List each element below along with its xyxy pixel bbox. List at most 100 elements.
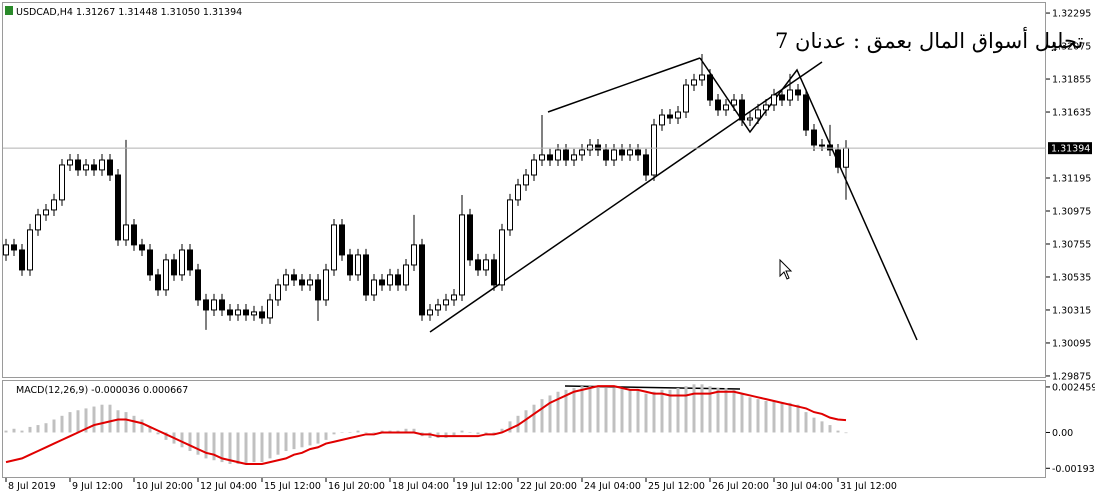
macd-bar — [356, 430, 360, 433]
candle-body — [579, 149, 585, 156]
y-tick-label: 1.31855 — [1052, 75, 1091, 86]
candle-body — [227, 309, 233, 316]
macd-bar — [316, 432, 320, 444]
macd-bar — [836, 430, 840, 433]
y-tick-label: 0.002459 — [1052, 382, 1095, 393]
x-tick-label: 22 Jul 20:00 — [520, 481, 577, 492]
macd-bar — [260, 432, 264, 463]
macd-bar — [132, 415, 136, 433]
candle-body — [3, 244, 9, 256]
macd-bar — [572, 388, 576, 433]
macd-bar — [4, 430, 8, 433]
candle-body — [67, 159, 73, 166]
candle-body — [483, 259, 489, 271]
candle-body — [459, 214, 465, 296]
candle-body — [731, 99, 737, 106]
cursor — [779, 258, 793, 280]
macd-bar — [628, 389, 632, 433]
candle-body — [723, 104, 729, 111]
x-tick-label: 31 Jul 12:00 — [840, 481, 897, 492]
macd-bar — [228, 432, 232, 464]
candle-body — [795, 89, 801, 96]
candle-body — [667, 114, 673, 119]
macd-bar — [556, 391, 560, 433]
candle-body — [835, 149, 841, 168]
x-tick-label: 10 Jul 20:00 — [136, 481, 193, 492]
candle-body — [435, 304, 441, 311]
macd-bar — [148, 426, 152, 433]
macd-bar — [796, 404, 800, 433]
macd-bar — [620, 388, 624, 433]
candle-body — [323, 269, 329, 301]
candle-body — [691, 79, 697, 86]
macd-bar — [700, 384, 704, 433]
candle-body — [739, 99, 745, 121]
candle-body — [259, 311, 265, 319]
macd-bar — [244, 432, 248, 464]
candle-body — [19, 249, 25, 271]
y-tick-label: 1.30315 — [1052, 305, 1091, 316]
macd-bar — [348, 432, 352, 433]
candle-body — [219, 299, 225, 311]
macd-bar — [268, 432, 272, 459]
candle-body — [243, 309, 249, 316]
candle-body — [291, 274, 297, 281]
macd-bar — [740, 393, 744, 433]
candle-body — [315, 279, 321, 301]
macd-bar — [788, 402, 792, 433]
candle-body — [307, 279, 313, 286]
candle-body — [603, 149, 609, 161]
price-tag-label: 1.31394 — [1051, 144, 1090, 155]
candle-body — [683, 84, 689, 113]
candle-body — [403, 264, 409, 286]
macd-bar — [460, 430, 464, 433]
chart-info: USDCAD,H4 1.31267 1.31448 1.31050 1.3139… — [16, 7, 242, 18]
macd-bar — [716, 388, 720, 433]
candle-body — [379, 279, 385, 286]
candle-body — [299, 279, 305, 286]
candle-body — [659, 114, 665, 126]
macd-bar — [12, 428, 16, 433]
macd-bar — [732, 389, 736, 433]
candle-body — [267, 299, 273, 319]
candle-body — [139, 244, 145, 251]
macd-info: MACD(12,26,9) -0.000036 0.000667 — [16, 385, 188, 396]
macd-bar — [524, 410, 528, 433]
macd-bar — [124, 412, 128, 433]
macd-bar — [364, 432, 368, 433]
y-tick-label: 1.30975 — [1052, 206, 1091, 217]
candle-body — [787, 89, 793, 101]
candle-body — [531, 159, 537, 176]
candle-body — [491, 259, 497, 286]
candle-body — [827, 144, 833, 151]
macd-bar — [20, 430, 24, 433]
macd-bar — [596, 386, 600, 433]
macd-bar — [372, 432, 376, 433]
macd-bar — [292, 432, 296, 450]
candle-body — [251, 311, 257, 316]
macd-bar — [156, 432, 160, 435]
candle-body — [339, 224, 345, 256]
macd-bar — [564, 389, 568, 433]
candle-body — [699, 74, 705, 81]
x-tick-label: 18 Jul 04:00 — [392, 481, 449, 492]
price-panel — [2, 2, 1046, 378]
macd-bar — [764, 400, 768, 433]
macd-bar — [180, 432, 184, 448]
macd-bar — [748, 397, 752, 433]
macd-bar — [548, 395, 552, 433]
macd-bar — [612, 388, 616, 433]
candle-body — [755, 109, 761, 119]
macd-bar — [580, 386, 584, 433]
candle-body — [331, 224, 337, 271]
macd-bar — [100, 404, 104, 433]
candle-body — [147, 249, 153, 276]
macd-bar — [44, 423, 48, 433]
macd-bar — [28, 426, 32, 433]
candle-body — [187, 249, 193, 271]
candle-body — [99, 159, 105, 171]
candle-body — [51, 199, 57, 211]
candle-body — [467, 214, 473, 261]
candle-body — [779, 94, 785, 101]
y-tick-label: 1.30755 — [1052, 239, 1091, 250]
